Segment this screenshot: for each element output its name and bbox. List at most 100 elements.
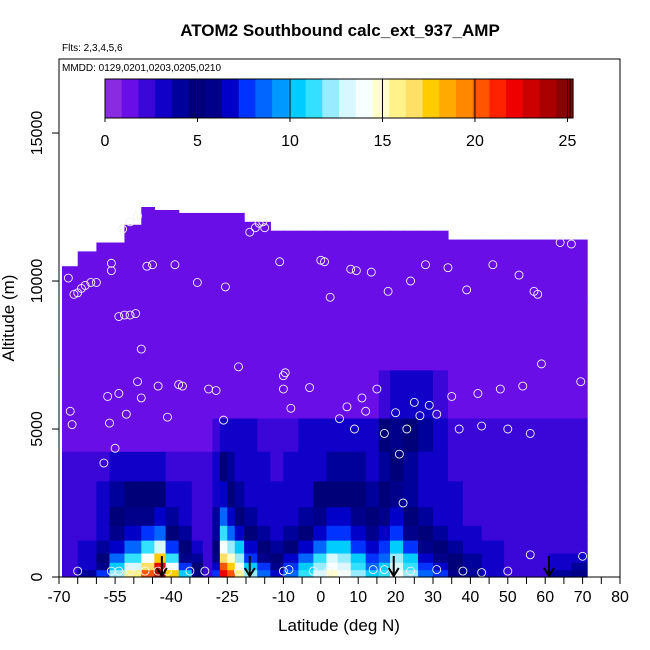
heatmap-cell <box>109 417 126 452</box>
heatmap-cell <box>548 451 572 482</box>
heatmap-cell <box>571 451 588 482</box>
heatmap-cell <box>178 451 193 482</box>
heatmap-cell <box>270 451 284 482</box>
heatmap-cell <box>365 552 380 563</box>
flight-track-point <box>525 428 535 438</box>
heatmap-cell <box>418 417 434 452</box>
heatmap-cell <box>571 552 588 563</box>
heatmap-cell <box>418 230 434 304</box>
flight-track-point <box>305 383 315 393</box>
heatmap-cell <box>227 451 236 482</box>
flight-track-point <box>576 377 586 387</box>
heatmap-cell <box>365 369 380 419</box>
heatmap-cell <box>96 451 111 482</box>
heatmap-cell <box>548 540 572 554</box>
flight-track-point <box>177 381 187 391</box>
heatmap-cell <box>403 562 419 571</box>
colorbar-bin <box>171 79 190 118</box>
heatmap-cell <box>109 506 126 526</box>
flight-track-point <box>406 566 416 576</box>
heatmap-cell <box>418 369 434 419</box>
heatmap-cell <box>77 569 97 578</box>
heatmap-cell <box>124 369 142 419</box>
heatmap-cell <box>447 540 464 554</box>
flight-track-point <box>421 260 430 270</box>
heatmap-cell <box>141 417 155 452</box>
heatmap-cell <box>178 212 193 304</box>
heatmap-cell <box>350 417 367 452</box>
heatmap-cell <box>447 239 464 304</box>
heatmap-cell <box>298 451 314 482</box>
heatmap-cell <box>61 540 79 554</box>
chart-title: ATOM2 Southbound calc_ext_937_AMP <box>180 21 500 40</box>
heatmap-cell <box>365 525 380 541</box>
heatmap-cell <box>481 303 505 371</box>
heatmap-cell <box>548 239 572 304</box>
heatmap-cell <box>571 239 588 304</box>
y-tick-label: 15000 <box>29 111 46 156</box>
flight-track-point <box>477 421 487 431</box>
colorbar-bin <box>439 79 457 118</box>
heatmap-cell <box>227 303 236 371</box>
heatmap-cell <box>526 540 550 554</box>
heatmap-cell <box>313 303 328 371</box>
heatmap-cell <box>212 525 221 541</box>
heatmap-cell <box>389 569 404 578</box>
heatmap-cell <box>365 540 380 554</box>
heatmap-cell <box>257 303 271 371</box>
heatmap-cell <box>326 562 339 571</box>
heatmap-cell <box>462 525 483 541</box>
flight-track-point <box>366 267 376 277</box>
heatmap-cell <box>350 480 367 508</box>
heatmap-cell <box>257 451 271 482</box>
heatmap-cell <box>433 480 449 508</box>
heatmap-cell <box>124 451 142 482</box>
heatmap-cell <box>504 552 528 563</box>
heatmap-cell <box>244 221 258 304</box>
heatmap-cell <box>165 506 180 526</box>
heatmap-cell <box>202 562 213 571</box>
heatmap-cell <box>154 540 167 554</box>
heatmap-cell <box>298 569 314 578</box>
heatmap-cell <box>337 562 352 571</box>
heatmap-cell <box>219 480 228 508</box>
heatmap-cell <box>365 451 380 482</box>
heatmap-cell <box>77 369 97 419</box>
flight-track-point <box>454 424 464 434</box>
flight-track-point <box>69 289 79 299</box>
heatmap-cell <box>244 525 258 541</box>
heatmap-cell <box>234 480 245 508</box>
colorbar: 0 5 10 15 20 25 <box>101 78 577 150</box>
heatmap <box>61 207 588 578</box>
heatmap-cell <box>313 552 328 563</box>
heatmap-cell <box>77 303 97 371</box>
heatmap-cell <box>178 506 193 526</box>
flight-track-point <box>514 270 524 280</box>
arrow-marker <box>243 556 256 578</box>
heatmap-cell <box>227 525 236 541</box>
flight-track-point <box>245 227 255 237</box>
flight-track-point <box>163 566 172 576</box>
flight-track-point <box>103 391 113 401</box>
flight-track-point <box>63 273 73 283</box>
flight-track-point <box>323 566 333 576</box>
heatmap-cell <box>244 303 258 371</box>
x-tick-label: -70 <box>47 589 70 606</box>
heatmap-cell <box>462 540 483 554</box>
colorbar-bin <box>138 79 156 118</box>
heatmap-cell <box>526 303 550 371</box>
flight-track-point <box>578 551 588 561</box>
heatmap-cell <box>96 562 111 571</box>
flight-track-point <box>278 566 288 576</box>
flight-track-point <box>200 566 210 576</box>
y-tick-label: 0 <box>29 572 46 581</box>
flight-track-point <box>342 402 352 412</box>
flight-track-point <box>65 406 75 416</box>
flight-track-point <box>136 393 146 403</box>
colorbar-tick-label: 25 <box>559 133 577 150</box>
flight-track-point <box>503 566 513 576</box>
heatmap-cell <box>378 417 391 452</box>
flight-track-point <box>278 371 288 381</box>
heatmap-cell <box>504 303 528 371</box>
heatmap-cell <box>526 369 550 419</box>
